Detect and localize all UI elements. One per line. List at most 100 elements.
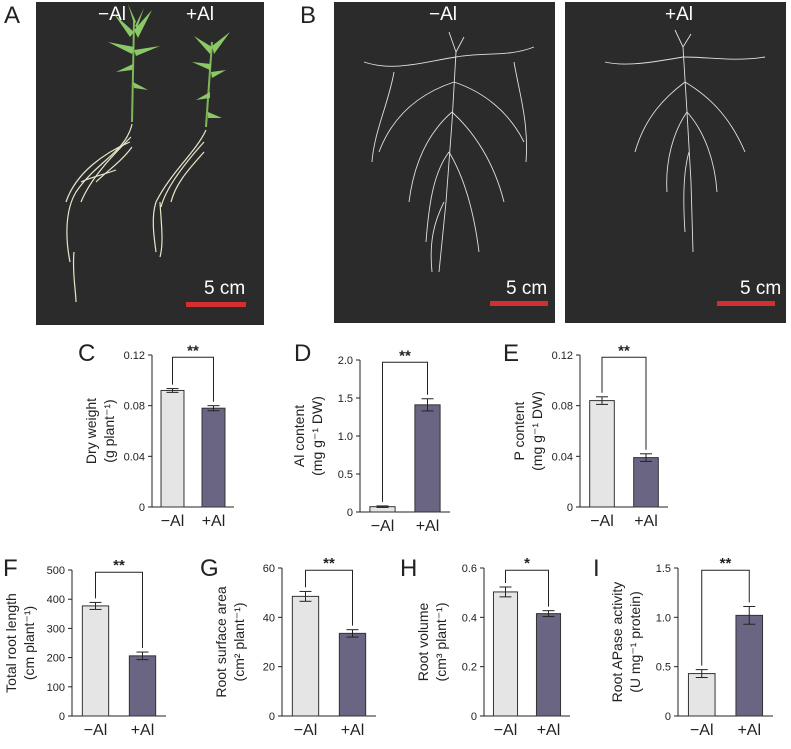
category-label: −Al — [494, 722, 518, 739]
significance-marker: * — [524, 555, 530, 572]
significance-marker: ** — [618, 342, 630, 359]
root-network-minus-al — [363, 31, 535, 273]
category-label: +Al — [416, 518, 440, 535]
panel-letter-e: E — [503, 340, 520, 367]
y-tick-label: 0.12 — [552, 350, 573, 362]
significance-bracket — [382, 361, 428, 502]
scan-label-minus-al: −Al — [429, 4, 457, 25]
root-scan-plus-al: +Al 5 cm — [565, 2, 786, 323]
root-scan-minus-al: −Al 5 cm — [334, 2, 555, 323]
bar — [589, 400, 615, 508]
category-label: −Al — [161, 513, 185, 530]
bar — [81, 605, 110, 717]
scale-label-b-left: 5 cm — [506, 278, 548, 299]
category-label: +Al — [537, 722, 561, 739]
y-tick-label: 1.5 — [338, 393, 353, 405]
y-tick-label: 2.0 — [338, 355, 353, 367]
bar — [160, 389, 185, 508]
y-tick-label: 200 — [47, 653, 65, 665]
panel-letter-i: I — [593, 555, 600, 582]
y-axis-label: Root volume (cm³ plant⁻¹) — [415, 602, 449, 681]
y-tick-label: 1.5 — [656, 563, 671, 575]
y-tick-label: 0 — [665, 711, 671, 723]
y-axis-label-line2: (cm³ plant⁻¹) — [433, 603, 449, 682]
chart-c: 0 0.04 0.08 0.12 Dry weight (g plant⁻¹) −Al +Al… — [83, 342, 234, 530]
y-axis-label: Root APase activity (U mg⁻¹ protein) — [609, 582, 643, 703]
chart-h: 0 0.2 0.4 0.6 Root volume (cm³ plant⁻¹) −Al +Al… — [415, 555, 570, 739]
plant-photo: −Al +Al — [36, 2, 264, 325]
category-label: −Al — [590, 513, 614, 530]
significance-bracket — [305, 569, 353, 626]
significance-marker: ** — [187, 342, 199, 359]
y-tick-label: 40 — [263, 612, 275, 624]
y-axis-label-line2: (cm plant⁻¹) — [21, 606, 37, 680]
photo-label-plus-al: +Al — [186, 4, 214, 25]
bar — [633, 457, 659, 508]
panel-letter-h: H — [400, 555, 418, 582]
scale-bar-a — [186, 302, 246, 307]
category-label: +Al — [634, 513, 658, 530]
category-label: −Al — [294, 722, 318, 739]
scale-label-b-right: 5 cm — [740, 278, 782, 299]
bar — [128, 655, 157, 717]
y-tick-label: 0.2 — [462, 662, 477, 674]
y-axis-label-line1: Total root length — [3, 593, 19, 693]
y-axis-label-line1: Al content — [291, 405, 307, 467]
y-tick-label: 300 — [47, 623, 65, 635]
y-axis-label-line2: (cm² plant⁻¹) — [231, 603, 247, 682]
scan-label-plus-al: +Al — [665, 4, 693, 25]
bar — [201, 407, 226, 508]
significance-marker: ** — [113, 557, 125, 574]
bar — [291, 595, 320, 717]
panel-letter-g: G — [200, 555, 219, 582]
y-tick-label: 0.5 — [338, 469, 353, 481]
y-tick-label: 0 — [269, 711, 275, 723]
significance-bracket — [701, 569, 750, 666]
y-tick-label: 0.6 — [462, 563, 477, 575]
y-axis-label-line1: Dry weight — [83, 398, 99, 464]
y-tick-label: 20 — [263, 662, 275, 674]
plant-illustration — [65, 4, 230, 303]
y-axis-label: Dry weight (g plant⁻¹) — [83, 398, 117, 464]
significance-bracket — [505, 569, 549, 607]
y-tick-label: 0 — [567, 502, 573, 514]
y-tick-label: 0.04 — [124, 451, 145, 463]
y-axis-label-line2: (mg g⁻¹ DW) — [309, 396, 325, 476]
y-tick-label: 1.0 — [338, 431, 353, 443]
panel-letter-c: C — [78, 340, 96, 367]
y-axis-label: P content (mg g⁻¹ DW) — [511, 391, 545, 471]
y-axis-label-line1: P content — [511, 401, 527, 460]
chart-d: 0 0.5 1.0 1.5 2.0 Al content (mg g⁻¹ DW) −Al +Al… — [291, 347, 450, 535]
panel-letter-a: A — [4, 2, 21, 29]
y-axis-label-line1: Root APase activity — [609, 582, 625, 703]
bar — [735, 614, 764, 717]
y-axis-label: Al content (mg g⁻¹ DW) — [291, 396, 325, 476]
y-axis-label-line2: (g plant⁻¹) — [101, 399, 117, 462]
y-tick-label: 60 — [263, 563, 275, 575]
category-label: +Al — [341, 722, 365, 739]
significance-bracket — [172, 356, 214, 402]
y-tick-label: 0.4 — [462, 612, 477, 624]
y-tick-label: 0.04 — [552, 451, 573, 463]
bar — [338, 632, 367, 717]
panel-letter-f: F — [3, 555, 18, 582]
bar — [687, 673, 716, 717]
category-label: −Al — [690, 722, 714, 739]
scale-bar-b-right — [717, 301, 775, 306]
y-tick-label: 0 — [471, 711, 477, 723]
y-axis-label-line2: (U mg⁻¹ protein) — [627, 591, 643, 693]
y-tick-label: 100 — [47, 682, 65, 694]
y-tick-label: 1.0 — [656, 612, 671, 624]
significance-bracket — [95, 571, 143, 649]
panel-letter-b: B — [300, 2, 317, 29]
bar — [492, 591, 519, 717]
y-axis-label-line2: (mg g⁻¹ DW) — [529, 391, 545, 471]
scale-label-a: 5 cm — [204, 278, 246, 299]
category-label: +Al — [131, 722, 155, 739]
significance-marker: ** — [323, 555, 335, 572]
root-network-plus-al — [604, 29, 766, 253]
y-tick-label: 0 — [347, 507, 353, 519]
significance-marker: ** — [720, 555, 732, 572]
y-axis-label: Root surface area (cm² plant⁻¹) — [213, 586, 247, 697]
y-tick-label: 0.08 — [552, 401, 573, 413]
